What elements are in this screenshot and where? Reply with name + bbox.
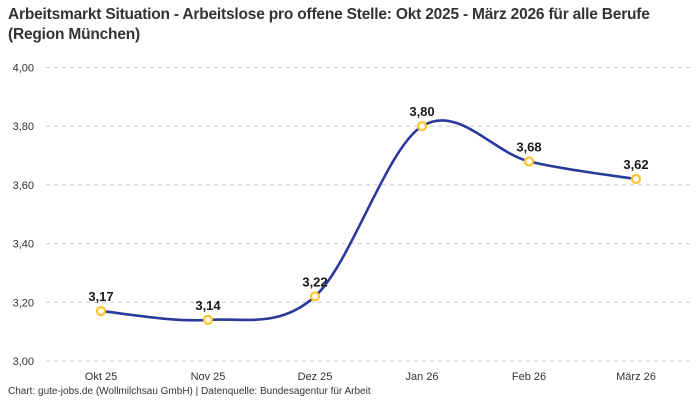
x-tick-label: Okt 25 <box>85 371 117 383</box>
x-tick-label: Feb 26 <box>512 371 546 383</box>
series-line <box>99 119 638 322</box>
chart-title: Arbeitsmarkt Situation - Arbeitslose pro… <box>8 6 650 44</box>
chart-credit: Chart: gute-jobs.de (Wollmilchsau GmbH) … <box>8 386 371 397</box>
y-tick-label: 4,00 <box>13 63 34 75</box>
axis-layer: 3,00 3,20 3,40 3,60 3,80 4,00 Okt 25 Nov 25 Dez … <box>13 63 656 384</box>
y-tick-label: 3,80 <box>13 121 34 133</box>
data-point-label: 3,17 <box>88 289 113 304</box>
data-point-label: 3,80 <box>409 104 434 119</box>
data-point-marker[interactable] <box>630 173 642 185</box>
y-tick-label: 3,60 <box>13 180 34 192</box>
y-tick-label: 3,00 <box>13 356 34 368</box>
data-point-marker[interactable] <box>95 306 107 317</box>
x-tick-label: Jan 26 <box>405 371 438 383</box>
y-tick-label: 3,40 <box>13 239 34 251</box>
data-point-marker[interactable] <box>523 156 535 167</box>
data-point-label: 3,68 <box>516 139 541 154</box>
x-tick-label: Dez 25 <box>298 371 333 383</box>
x-tick-label: März 26 <box>616 371 656 383</box>
data-point-marker[interactable] <box>309 291 321 302</box>
grid-layer <box>46 67 692 362</box>
y-tick-label: 3,20 <box>13 297 34 309</box>
data-point-label: 3,14 <box>195 298 221 313</box>
data-point-label: 3,62 <box>623 157 648 172</box>
series-layer <box>95 119 642 326</box>
x-tick-label: Nov 25 <box>191 371 226 383</box>
label-layer: 3,17 3,14 3,22 3,80 3,68 3,62 <box>88 104 648 313</box>
data-point-marker[interactable] <box>416 121 428 132</box>
data-point-label: 3,22 <box>302 274 327 289</box>
data-point-marker[interactable] <box>202 314 214 326</box>
